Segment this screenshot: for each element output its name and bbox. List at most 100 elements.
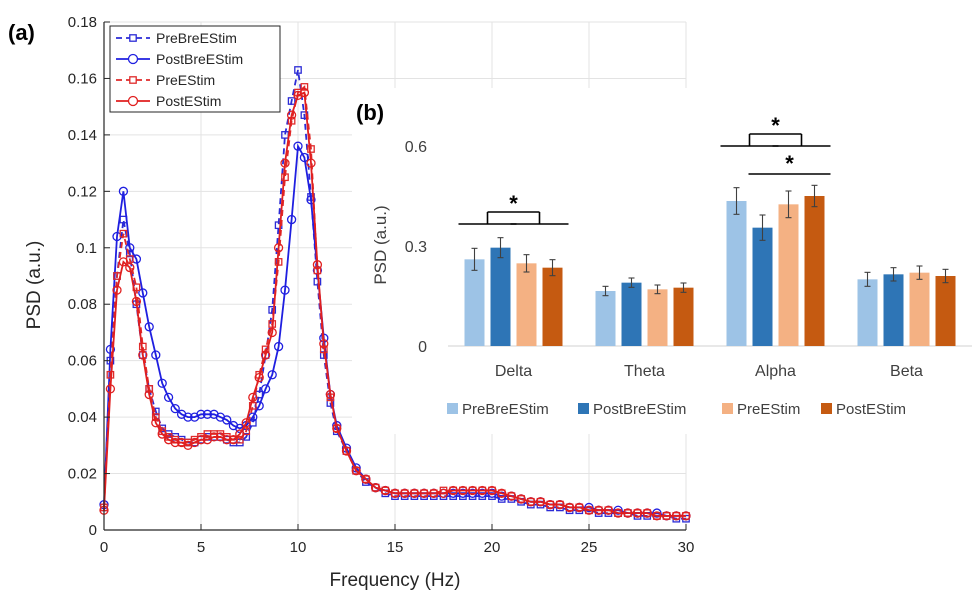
data-point-postestim bbox=[209, 432, 219, 442]
data-point-preestim bbox=[248, 401, 257, 410]
panel-a-xtick-label: 5 bbox=[197, 539, 205, 556]
panel-a-xtick-label: 20 bbox=[484, 539, 501, 556]
data-point-postestim bbox=[118, 257, 129, 267]
panel-a-xlabel: Frequency (Hz) bbox=[330, 570, 461, 591]
panel-a-xtick-label: 0 bbox=[100, 539, 108, 556]
panel-a-ytick-label: 0.02 bbox=[68, 466, 97, 483]
panel-b-ytick-label: 0 bbox=[418, 339, 427, 356]
data-point-postbreestim bbox=[458, 488, 468, 498]
data-point-postbreestim bbox=[138, 288, 148, 298]
bar-preestim-delta bbox=[516, 263, 537, 346]
panel-a-series bbox=[99, 66, 691, 523]
data-point-postbreestim bbox=[196, 409, 206, 419]
data-point-preestim bbox=[342, 447, 351, 455]
panel-a-xtick-label: 25 bbox=[581, 539, 598, 556]
data-point-preestim bbox=[352, 466, 361, 475]
legend-label-postbreestim: PostBreEStim bbox=[593, 401, 686, 418]
data-point-postbreestim bbox=[267, 370, 277, 380]
data-point-postestim bbox=[497, 488, 507, 498]
data-point-postbreestim bbox=[118, 186, 129, 196]
panel-b-ylabel: PSD (a.u.) bbox=[371, 205, 390, 284]
data-point-postbreestim bbox=[286, 214, 297, 225]
series-line-postestim bbox=[103, 91, 686, 517]
panel-a-xtick-label: 30 bbox=[678, 539, 695, 556]
data-point-postestim bbox=[584, 505, 594, 515]
bar-postbreestim-beta bbox=[883, 274, 904, 346]
panel-a-ytick-label: 0.18 bbox=[68, 14, 97, 31]
data-point-postestim bbox=[286, 110, 297, 120]
data-point-postestim bbox=[370, 483, 381, 493]
data-point-postestim bbox=[235, 429, 245, 439]
panel-b-legend: PreBreEStim PostBreEStim PreEStim PostEStim bbox=[447, 401, 906, 418]
bar-postbreestim-delta bbox=[490, 247, 511, 346]
data-point-postestim bbox=[351, 466, 361, 476]
panel-a-legend-box bbox=[109, 25, 281, 113]
legend-marker-postbreestim bbox=[127, 53, 139, 65]
data-point-postestim bbox=[661, 511, 672, 521]
data-point-postestim bbox=[299, 87, 310, 98]
data-point-postestim bbox=[458, 485, 468, 496]
data-point-postbreestim bbox=[260, 384, 271, 394]
legend-swatch-prebreestim bbox=[447, 403, 458, 414]
data-point-postbreestim bbox=[202, 409, 213, 419]
panel-b-ytick-label: 0.3 bbox=[405, 239, 427, 256]
data-point-postestim bbox=[594, 505, 604, 515]
data-point-preestim bbox=[371, 483, 380, 492]
panel-a-xtick-label: 10 bbox=[290, 539, 307, 556]
data-point-postestim bbox=[260, 350, 271, 360]
panel-a-ytick-label: 0.06 bbox=[68, 353, 97, 370]
panel-a-label: (a) bbox=[8, 20, 35, 45]
panel-b-category-label: Alpha bbox=[755, 363, 796, 380]
data-point-postbreestim bbox=[273, 341, 284, 352]
data-point-postestim bbox=[361, 474, 371, 484]
panel-a-legend: PreBreEStim PostBreEStim PreEStim PostEStim bbox=[109, 25, 281, 113]
data-point-postestim bbox=[380, 485, 390, 496]
data-point-postbreestim bbox=[248, 412, 258, 422]
data-point-postestim bbox=[228, 435, 239, 445]
data-point-postestim bbox=[222, 435, 232, 445]
data-point-postbreestim bbox=[125, 243, 135, 253]
data-point-postestim bbox=[613, 508, 623, 518]
data-point-postbreestim bbox=[487, 488, 497, 498]
data-point-postestim bbox=[325, 389, 336, 400]
data-point-postestim bbox=[131, 296, 142, 307]
data-point-postbreestim bbox=[254, 401, 264, 411]
data-point-postestim bbox=[448, 485, 458, 496]
data-point-postbreestim bbox=[448, 488, 458, 498]
bar-prebreestim-alpha bbox=[726, 201, 747, 346]
legend-label-postbreestim: PostBreEStim bbox=[156, 51, 243, 67]
data-point-postbreestim bbox=[222, 415, 232, 425]
data-point-prebreestim bbox=[294, 66, 302, 74]
bar-prebreestim-beta bbox=[857, 279, 878, 346]
data-point-postestim bbox=[105, 384, 116, 394]
data-point-postbreestim bbox=[170, 403, 180, 414]
data-point-postestim bbox=[170, 437, 180, 448]
panel-a-ytick-label: 0.14 bbox=[68, 127, 97, 144]
bar-prebreestim-delta bbox=[464, 259, 485, 346]
legend-marker-postestim bbox=[127, 95, 139, 107]
data-point-postestim bbox=[516, 494, 526, 504]
panel-a-ytick-label: 0 bbox=[89, 522, 97, 539]
data-point-postestim bbox=[241, 418, 251, 428]
data-point-postestim bbox=[652, 511, 662, 521]
data-point-postbreestim bbox=[105, 344, 116, 355]
data-point-preestim bbox=[362, 475, 370, 484]
data-point-prebreestim bbox=[287, 97, 296, 105]
data-point-postbreestim bbox=[584, 502, 594, 513]
bar-postestim-beta bbox=[935, 276, 956, 346]
data-point-postbreestim bbox=[351, 463, 361, 473]
data-point-postestim bbox=[603, 505, 614, 515]
bar-postestim-delta bbox=[542, 267, 563, 346]
panel-b-category-label: Theta bbox=[624, 363, 665, 380]
data-point-postestim bbox=[681, 511, 691, 521]
data-point-postestim bbox=[564, 502, 575, 513]
data-point-postestim bbox=[545, 499, 555, 510]
data-point-postestim bbox=[248, 392, 258, 403]
data-point-postestim bbox=[487, 485, 497, 496]
data-point-postestim bbox=[671, 511, 681, 521]
panel-a-ytick-label: 0.12 bbox=[68, 183, 97, 200]
legend-label-postestim: PostEStim bbox=[836, 401, 906, 418]
data-point-postbreestim bbox=[467, 488, 478, 498]
bar-preestim-alpha bbox=[778, 204, 799, 346]
